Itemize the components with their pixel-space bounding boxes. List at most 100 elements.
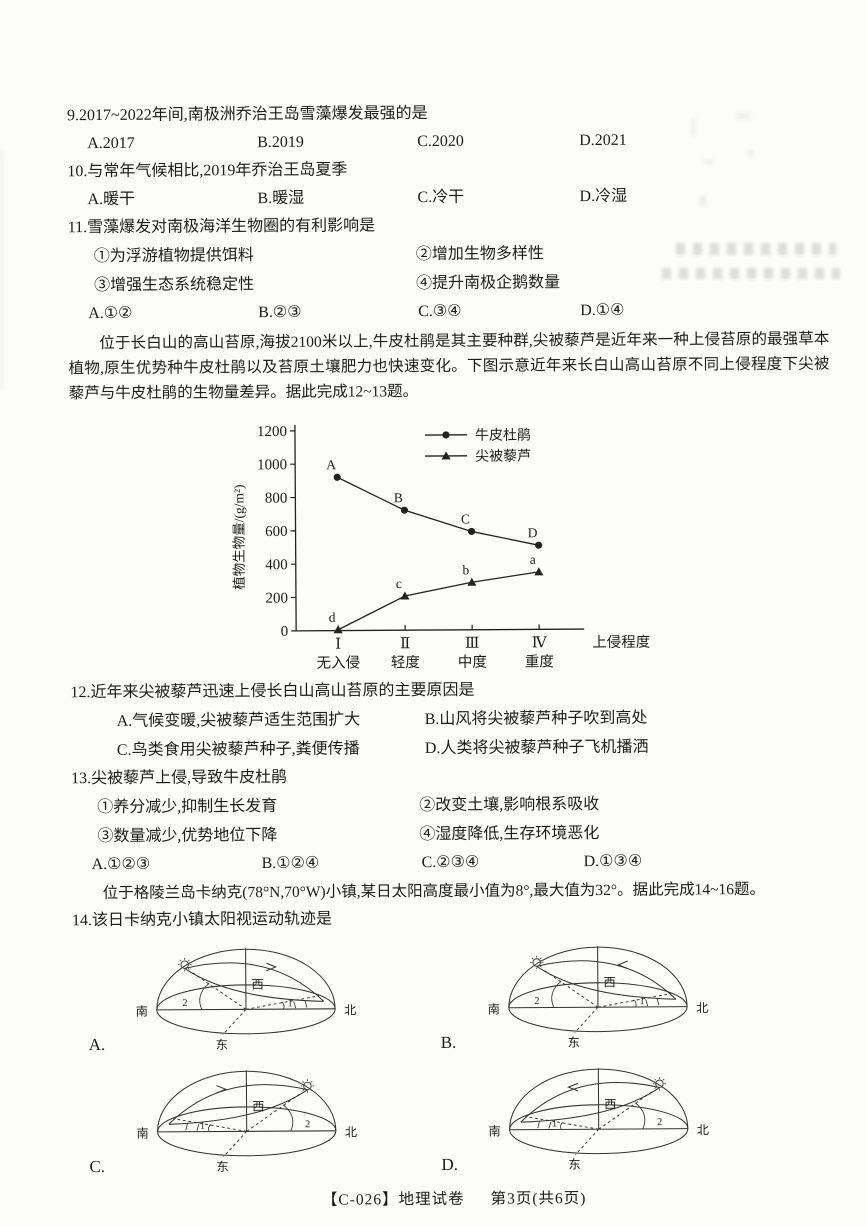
option-a: A.①② [88, 304, 133, 323]
svg-text:800: 800 [265, 491, 288, 507]
svg-text:400: 400 [265, 557, 288, 573]
svg-text:中度: 中度 [458, 654, 487, 671]
svg-text:2: 2 [182, 998, 187, 1009]
question-12-options: A.气候变暖,尖被藜芦适生范围扩大 B.山风将尖被藜芦种子吹到高处 C.鸟类食用… [71, 703, 832, 766]
svg-text:北: 北 [697, 1123, 709, 1137]
svg-text:西: 西 [251, 978, 263, 992]
svg-text:上侵程度: 上侵程度 [592, 634, 650, 651]
diagram-letter: C. [89, 1157, 106, 1177]
svg-text:200: 200 [265, 591, 288, 607]
svg-text:C: C [461, 511, 470, 526]
svg-text:D: D [528, 525, 538, 540]
svg-text:东: 东 [568, 1036, 580, 1050]
svg-text:d: d [329, 610, 336, 625]
svg-text:Ⅰ: Ⅰ [335, 637, 341, 653]
option-a: A.①②③ [91, 855, 151, 874]
svg-text:牛皮杜鹃: 牛皮杜鹃 [475, 426, 531, 443]
svg-text:1000: 1000 [257, 457, 287, 473]
question-13-items: ①养分减少,抑制生长发育 ②改变土壤,影响根系吸收 ③数量减少,优势地位下降 ④… [71, 789, 832, 852]
svg-text:0: 0 [281, 624, 289, 640]
page-footer: 【C-026】地理试卷 第3页(共6页) [74, 1185, 835, 1212]
option-b: B.暖湿 [257, 189, 305, 208]
diagram-letter: B. [440, 1032, 457, 1052]
sun-path-diagram-d: 2 1 南 北 西东 D. [437, 1055, 790, 1179]
svg-text:重度: 重度 [525, 653, 554, 670]
svg-text:南: 南 [136, 1004, 148, 1019]
svg-text:西: 西 [604, 1097, 616, 1111]
item-2: ②增加生物多样性 [415, 245, 544, 264]
item-1: ①为浮游植物提供饵料 [93, 247, 254, 266]
svg-text:c: c [396, 576, 402, 591]
svg-text:Ⅳ: Ⅳ [532, 635, 548, 651]
svg-text:北: 北 [345, 1125, 357, 1139]
option-d: D.人类将尖被藜芦种子飞机播洒 [424, 738, 649, 758]
option-b: B.①②④ [261, 854, 320, 873]
option-a: A.气候变暖,尖被藜芦适生范围扩大 [116, 711, 361, 730]
svg-text:东: 东 [216, 1038, 228, 1052]
option-c: C.2020 [417, 132, 464, 151]
svg-text:北: 北 [344, 1003, 356, 1017]
svg-text:西: 西 [603, 975, 615, 989]
svg-text:南: 南 [488, 1123, 500, 1138]
svg-text:2: 2 [305, 1119, 310, 1130]
option-b: B.②③ [258, 303, 302, 322]
question-11-options: A.①② B.②③ C.③④ D.①④ [68, 296, 829, 329]
question-12: 12.近年来尖被藜芦迅速上侵长白山高山苔原的主要原因是 A.气候变暖,尖被藜芦适… [70, 675, 832, 766]
svg-text:东: 东 [568, 1158, 580, 1172]
option-c: C.③④ [418, 302, 462, 321]
scan-artifact [703, 160, 714, 163]
diagram-letter: A. [88, 1035, 106, 1055]
scan-artifact [736, 114, 751, 118]
item-4: ④提升南极企鹅数量 [415, 274, 561, 293]
svg-text:1200: 1200 [257, 424, 287, 440]
question-11: 11.雪藻爆发对南极海洋生物圈的有利影响是 ①为浮游植物提供饵料 ②增加生物多样… [68, 210, 830, 329]
svg-text:A: A [326, 457, 336, 472]
option-c: C.冷干 [417, 188, 465, 207]
svg-text:b: b [462, 562, 469, 577]
item-3: ③增强生态系统稳定性 [93, 276, 255, 295]
passage-qaanaaq: 位于格陵兰岛卡纳克(78°N,70°W)小镇,某日太阳高度最小值为8°,最大值为… [102, 880, 766, 903]
svg-text:1: 1 [288, 998, 293, 1009]
question-13: 13.尖被藜芦上侵,导致牛皮杜鹃 ①养分减少,抑制生长发育 ②改变土壤,影响根系… [71, 761, 833, 880]
paper-code: 【C-026】地理试卷 [321, 1190, 465, 1209]
svg-text:Ⅲ: Ⅲ [465, 636, 480, 652]
scan-artifact [676, 243, 836, 255]
question-11-items: ①为浮游植物提供饵料 ②增加生物多样性 ③增强生态系统稳定性 ④提升南极企鹅数量 [68, 238, 829, 301]
option-d: D.冷湿 [579, 187, 628, 206]
item-2: ②改变土壤,影响根系吸收 [419, 795, 600, 815]
page-number: 第3页(共6页) [490, 1190, 587, 1208]
option-b: B.山风将尖被藜芦种子吹到高处 [424, 709, 648, 729]
svg-text:B: B [394, 490, 403, 505]
question-9: 9.2017~2022年间,南极洲乔治王岛雪藻爆发最强的是 A.2017 B.2… [67, 98, 828, 159]
svg-text:东: 东 [216, 1160, 228, 1174]
question-13-options: A.①②③ B.①②④ C.②③④ D.①③④ [72, 847, 833, 880]
svg-text:植物生物量/(g/m²): 植物生物量/(g/m²) [231, 484, 247, 589]
svg-text:600: 600 [265, 524, 288, 540]
sun-path-svg-a: 2 1 南 北 西东 [136, 948, 356, 1052]
passage-tundra: 位于长白山的高山苔原,海拔2100米以上,牛皮杜鹃是其主要种群,尖被藜芦是近年来… [68, 330, 830, 403]
sun-path-svg-b: 2 1 南 北 西东 [488, 946, 708, 1050]
option-a: A.暖干 [87, 190, 136, 209]
svg-text:北: 北 [696, 1001, 708, 1015]
sun-path-diagram-b: 2 1 南 北 西东 B. [436, 933, 789, 1057]
question-10: 10.与常年气候相比,2019年乔治王岛夏季 A.暖干 B.暖湿 C.冷干 D.… [67, 154, 828, 215]
svg-text:轻度: 轻度 [391, 654, 420, 671]
svg-text:无入侵: 无入侵 [317, 654, 361, 671]
option-d: D.①③④ [583, 852, 643, 871]
question-10-options: A.暖干 B.暖湿 C.冷干 D.冷湿 [67, 182, 828, 215]
option-c: C.鸟类食用尖被藜芦种子,粪便传播 [116, 740, 360, 759]
sun-path-diagram-a: 2 1 南 北 西东 A. [84, 935, 437, 1059]
svg-text:1: 1 [200, 1121, 205, 1132]
sun-path-svg-d: 2 1 南 北 西东 [488, 1068, 709, 1172]
option-b: B.2019 [257, 133, 304, 152]
scan-artifact [748, 150, 754, 156]
scan-artifact [692, 118, 695, 136]
svg-text:尖被藜芦: 尖被藜芦 [475, 448, 531, 464]
svg-text:南: 南 [136, 1126, 148, 1141]
item-3: ③数量减少,优势地位下降 [97, 826, 278, 846]
